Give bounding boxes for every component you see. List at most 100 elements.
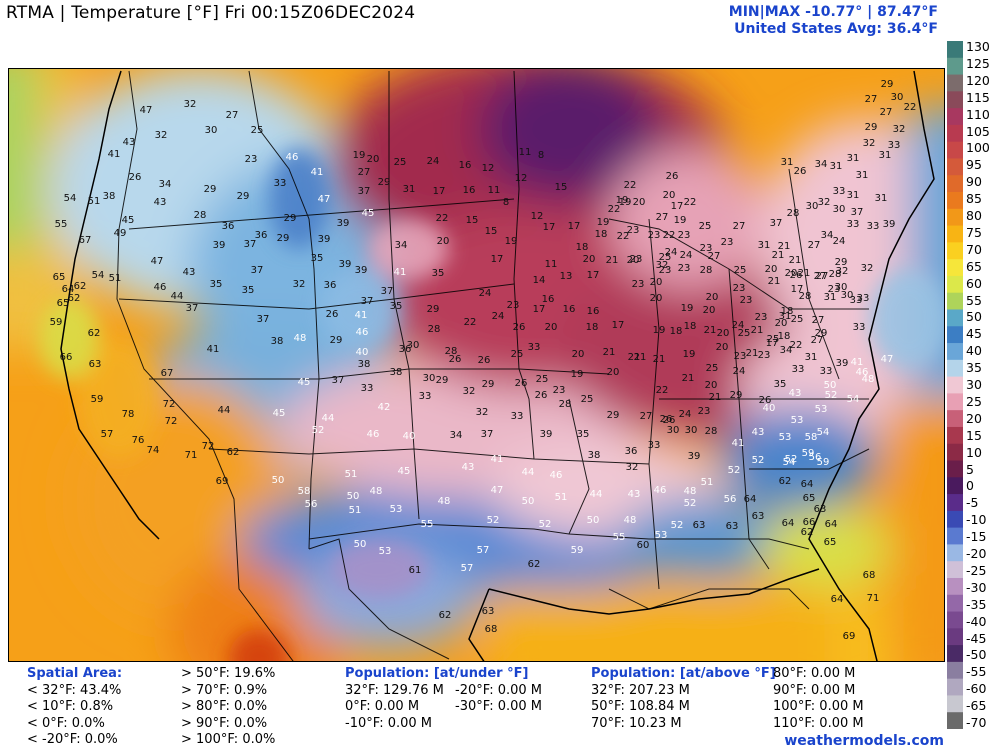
station-value: 21: [709, 392, 722, 403]
station-value: 36: [222, 221, 235, 232]
station-value: 23: [630, 254, 643, 265]
station-value: 27: [656, 212, 669, 223]
station-value: 19: [597, 217, 610, 228]
colorbar-tick-label: 65: [966, 258, 982, 274]
station-value: 25: [767, 334, 780, 345]
station-value: 25: [251, 125, 264, 136]
station-value: 26: [515, 378, 528, 389]
station-value: 40: [356, 347, 369, 358]
colorbar-tick-label: 40: [966, 343, 982, 359]
station-value: 58: [298, 486, 311, 497]
station-value: 23: [659, 265, 672, 276]
station-value: 69: [843, 631, 856, 642]
station-value: 30: [205, 125, 218, 136]
station-value: 33: [867, 221, 880, 232]
station-value: 20: [775, 318, 788, 329]
station-value: 26: [478, 355, 491, 366]
station-value: 32: [893, 124, 906, 135]
station-value: 33: [857, 293, 870, 304]
station-value: 45: [122, 215, 135, 226]
station-value: 41: [311, 167, 324, 178]
station-value: 28: [445, 346, 458, 357]
station-value: 44: [590, 489, 603, 500]
colorbar-tick-label: -10: [966, 512, 987, 528]
station-value: 54: [92, 270, 105, 281]
station-value: 57: [101, 429, 114, 440]
station-value: 47: [140, 105, 153, 116]
population-above-item: 50°F: 108.84 M: [591, 699, 690, 715]
station-value: 30: [841, 290, 854, 301]
station-value: 20: [572, 349, 585, 360]
station-value: 31: [403, 184, 416, 195]
station-value: 29: [204, 184, 217, 195]
station-value: 46: [654, 485, 667, 496]
station-value: 43: [628, 489, 641, 500]
station-value: 20: [716, 342, 729, 353]
station-value: 34: [159, 179, 172, 190]
station-value: 46: [286, 152, 299, 163]
station-value: 54: [847, 394, 860, 405]
station-value: 19: [619, 197, 632, 208]
station-value: 22: [436, 213, 449, 224]
colorbar-tick-label: 30: [966, 377, 982, 392]
station-value: 25: [536, 374, 549, 385]
station-value: 31: [830, 161, 843, 172]
station-value: 21: [653, 354, 666, 365]
temperature-map[interactable]: 47 43 32 30 27 25 32 41 26 34 29 23 46 33 41 54 51 45 49 38…: [8, 68, 945, 662]
colorbar-tick-label: -25: [966, 562, 987, 578]
station-value: 17: [671, 201, 684, 212]
station-value: 22: [608, 204, 621, 215]
station-value: 54: [64, 193, 77, 204]
station-value: 22: [617, 231, 630, 242]
station-value: 21: [603, 347, 616, 358]
station-value: 35: [774, 379, 787, 390]
station-value: 52: [487, 515, 500, 526]
population-above-item: 100°F: 0.00 M: [773, 699, 864, 715]
station-value: 19: [683, 349, 696, 360]
station-value: 45: [298, 377, 311, 388]
station-value: 37: [770, 218, 783, 229]
colorbar-swatch: [947, 192, 963, 210]
population-under-item: 0°F: 0.00 M: [345, 699, 420, 715]
station-value: 29: [284, 213, 297, 224]
station-value: 18: [595, 229, 608, 240]
colorbar-swatch: [947, 292, 963, 311]
station-value: 20: [706, 292, 719, 303]
station-value: 29: [330, 335, 343, 346]
colorbar-ramp: [947, 41, 963, 730]
station-value: 32: [184, 99, 197, 110]
station-value: 62: [88, 328, 101, 339]
colorbar-swatch: [947, 712, 963, 730]
colorbar-swatch: [947, 158, 963, 176]
station-value: 24: [732, 320, 745, 331]
station-value: 20: [627, 255, 640, 266]
station-value: 37: [481, 429, 494, 440]
station-value: 11: [488, 185, 501, 196]
station-value: 34: [780, 345, 793, 356]
station-value: 76: [132, 435, 145, 446]
station-value: 65: [57, 298, 70, 309]
station-value: 68: [485, 624, 498, 635]
station-value: 27: [808, 240, 821, 251]
station-value: 19: [681, 303, 694, 314]
station-value: 63: [726, 521, 739, 532]
station-value: 39: [883, 219, 896, 230]
station-value: 35: [242, 285, 255, 296]
station-value: 41: [355, 310, 368, 321]
station-value: 72: [202, 441, 215, 452]
station-value: 24: [492, 311, 505, 322]
station-value: 20: [607, 367, 620, 378]
station-value: 39: [836, 358, 849, 369]
station-value: 26: [449, 354, 462, 365]
station-value: 28: [700, 265, 713, 276]
station-value: 21: [682, 373, 695, 384]
station-value: 33: [274, 178, 287, 189]
colorbar-tick-label: -35: [966, 596, 987, 612]
station-value: 50: [587, 515, 600, 526]
station-value: 29: [607, 410, 620, 421]
station-value: 62: [528, 559, 541, 570]
colorbar-tick-label: 100: [966, 140, 990, 156]
station-value: 8: [503, 197, 509, 208]
station-value: 59: [817, 457, 830, 468]
station-value: 17: [587, 270, 600, 281]
